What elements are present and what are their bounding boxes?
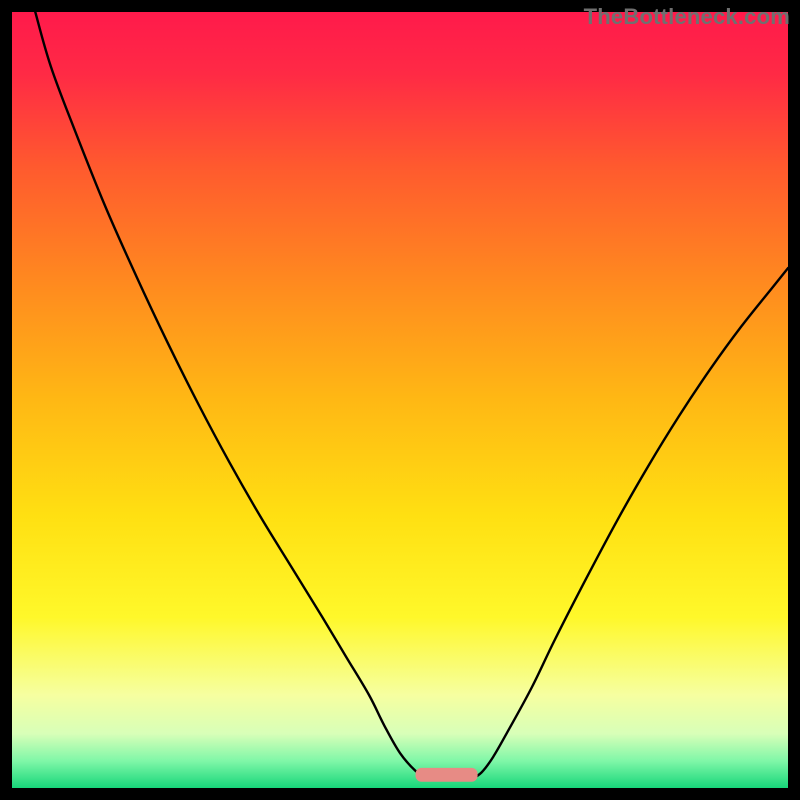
optimal-range-marker — [416, 768, 478, 782]
watermark-text: TheBottleneck.com — [584, 4, 790, 30]
plot-background — [12, 12, 788, 788]
plot-area — [0, 0, 800, 800]
chart-container: TheBottleneck.com — [0, 0, 800, 800]
